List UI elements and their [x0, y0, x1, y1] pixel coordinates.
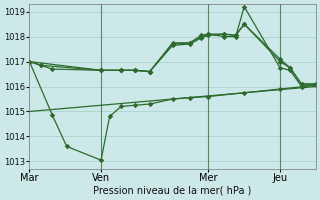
X-axis label: Pression niveau de la mer( hPa ): Pression niveau de la mer( hPa )	[93, 186, 252, 196]
